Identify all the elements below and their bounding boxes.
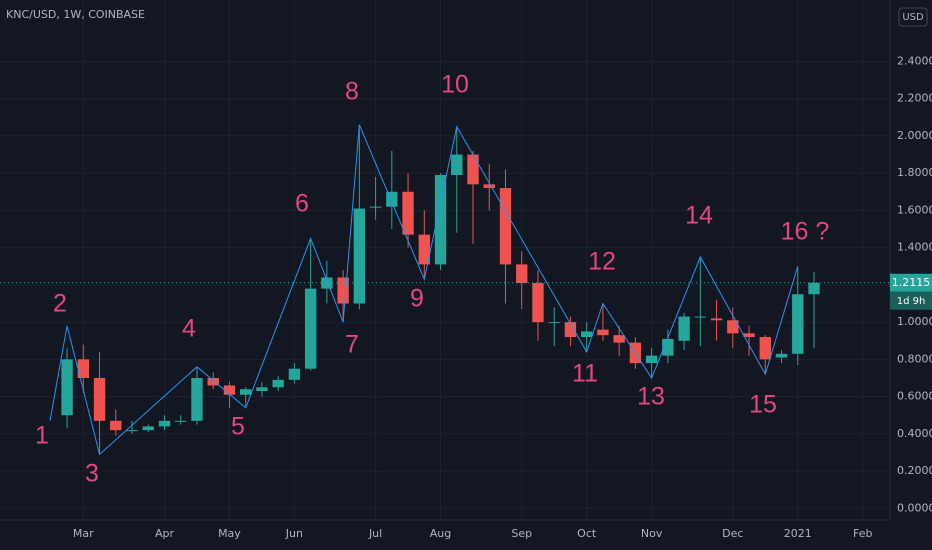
y-tick-label: 2.4000 — [897, 54, 932, 67]
y-tick-label: 0.2000 — [897, 464, 932, 477]
candle-body — [532, 283, 544, 323]
candle-body — [548, 322, 560, 324]
candle-body — [434, 175, 447, 265]
x-tick-label: 2021 — [784, 527, 812, 540]
wave-label: 12 — [588, 248, 616, 276]
candle-body — [727, 320, 739, 334]
candle-body — [386, 191, 398, 207]
y-tick-label: 1.0000 — [897, 315, 932, 328]
y-tick-label: 2.0000 — [897, 129, 932, 142]
wave-label: 6 — [295, 190, 309, 218]
candle-body — [792, 294, 804, 354]
candle-body — [207, 378, 219, 386]
candle-body — [775, 353, 788, 358]
candle-body — [337, 277, 349, 304]
wave-label: 7 — [345, 331, 359, 359]
y-tick-label: 2.2000 — [897, 92, 932, 105]
candle-body — [402, 191, 414, 235]
candle-body — [93, 378, 106, 421]
countdown-box — [890, 291, 932, 310]
candle-body — [516, 264, 528, 284]
y-tick-label: 0.8000 — [897, 352, 932, 365]
candle-body — [142, 426, 154, 431]
candle-body — [304, 288, 317, 369]
wave-label: 9 — [410, 285, 424, 313]
y-tick-label: 1.8000 — [897, 166, 932, 179]
candle-body — [256, 387, 268, 392]
candle-body — [126, 430, 138, 432]
x-tick-label: Nov — [641, 527, 663, 540]
candle-body — [321, 277, 333, 289]
x-tick-label: Sep — [511, 527, 532, 540]
candle-body — [743, 333, 755, 338]
wave-label: 2 — [53, 290, 67, 318]
x-tick-label: Mar — [73, 527, 94, 540]
candle-body — [288, 368, 301, 380]
candle-body — [353, 208, 366, 304]
x-tick-label: Feb — [853, 527, 872, 540]
candle-body — [597, 329, 609, 336]
candle-body — [158, 420, 171, 427]
candle-body — [239, 389, 252, 395]
wave-label: 4 — [182, 315, 196, 343]
wave-label: 3 — [85, 460, 99, 488]
candle-body — [613, 335, 625, 343]
candle-body — [580, 331, 593, 338]
candle-body — [662, 338, 674, 356]
candle-body — [77, 359, 89, 378]
candle-body — [483, 184, 495, 189]
candle-body — [191, 378, 203, 421]
candle-body — [694, 316, 707, 318]
last-price-box — [890, 273, 932, 292]
candle-body — [467, 154, 479, 185]
currency[interactable]: USD — [902, 12, 924, 23]
candle-body — [564, 322, 577, 338]
candle-body — [418, 234, 430, 265]
x-tick-label: Jun — [285, 527, 303, 540]
y-tick-label: 0.4000 — [897, 427, 932, 440]
y-tick-label: 1.4000 — [897, 241, 932, 254]
candle-body — [451, 154, 463, 176]
candle-body — [272, 379, 284, 388]
x-tick-label: Dec — [722, 527, 743, 540]
candle-body — [223, 385, 236, 395]
chart-title: KNC/USD, 1W, COINBASE — [6, 8, 145, 21]
wave-label: 10 — [441, 71, 469, 99]
candle-body — [759, 337, 771, 360]
last-price-label: 1.2115 — [892, 276, 931, 289]
candle-body — [369, 206, 382, 208]
x-tick-label: Oct — [577, 527, 597, 540]
candle-body — [808, 282, 820, 295]
wave-label: 1 — [35, 422, 49, 450]
candle-body — [175, 420, 187, 422]
x-tick-label: Jul — [368, 527, 382, 540]
wave-label: 16 ? — [781, 218, 830, 246]
y-tick-label: 0.0000 — [897, 501, 932, 514]
y-tick-label: 1.6000 — [897, 203, 932, 216]
currency-button[interactable] — [898, 7, 928, 27]
candle-body — [710, 318, 723, 321]
candle-body — [110, 420, 122, 431]
wave-label: 14 — [685, 202, 713, 230]
wave-label: 13 — [637, 383, 665, 411]
x-tick-label: Aug — [430, 527, 451, 540]
candle-body — [61, 359, 73, 416]
candle-body — [678, 316, 690, 341]
candle-body — [499, 188, 512, 265]
wave-line — [49, 124, 799, 456]
wave-label: 11 — [572, 360, 598, 388]
x-tick-label: Apr — [155, 527, 175, 540]
candle-body — [645, 355, 658, 364]
x-tick-label: May — [218, 527, 241, 540]
countdown-label: 1d 9h — [897, 296, 926, 307]
y-tick-label: 0.6000 — [897, 390, 932, 403]
wave-label: 8 — [345, 78, 359, 106]
wave-label: 5 — [231, 413, 245, 441]
wave-label: 15 — [749, 391, 777, 419]
